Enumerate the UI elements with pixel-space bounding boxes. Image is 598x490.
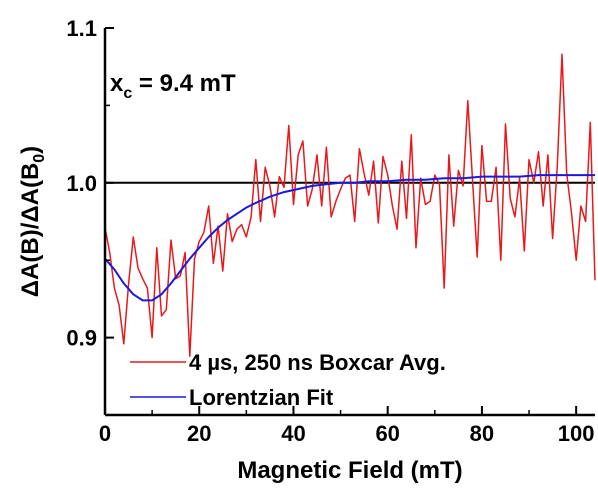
x-axis-label: Magnetic Field (mT) [237,457,462,484]
legend-label-data: 4 µs, 250 ns Boxcar Avg. [189,350,446,375]
x-tick-label: 60 [375,421,399,446]
y-tick-label: 1.0 [66,171,97,196]
x-tick-label: 20 [187,421,211,446]
y-axis-label-subscript: 0 [31,154,48,163]
series-line-boxcar [104,53,596,357]
fit-parameter-annotation: xc = 9.4 mT [110,70,236,102]
x-tick-label: 0 [99,421,111,446]
annotation-main: x [110,70,124,97]
x-tick-label: 100 [558,421,595,446]
ticks: 0 20 40 60 80 100 0.9 1.0 1.1 [66,16,594,446]
y-tick-label: 1.1 [66,16,97,41]
annotation-rest: = 9.4 mT [132,70,236,97]
legend: 4 µs, 250 ns Boxcar Avg. Lorentzian Fit [130,350,446,410]
y-axis-label-close: ) [17,146,44,154]
axes [103,28,595,417]
x-tick-label: 40 [281,421,305,446]
plot-area [104,53,596,357]
y-tick-label: 0.9 [66,326,97,351]
legend-label-fit: Lorentzian Fit [189,385,334,410]
y-axis-label-main: ΔA(B)/ΔA(B [17,163,44,297]
annotation-subscript: c [123,85,132,102]
y-axis-label: ΔA(B)/ΔA(B0) [17,146,48,297]
x-tick-label: 80 [470,421,494,446]
series-line-lorentzian-fit [104,174,595,302]
